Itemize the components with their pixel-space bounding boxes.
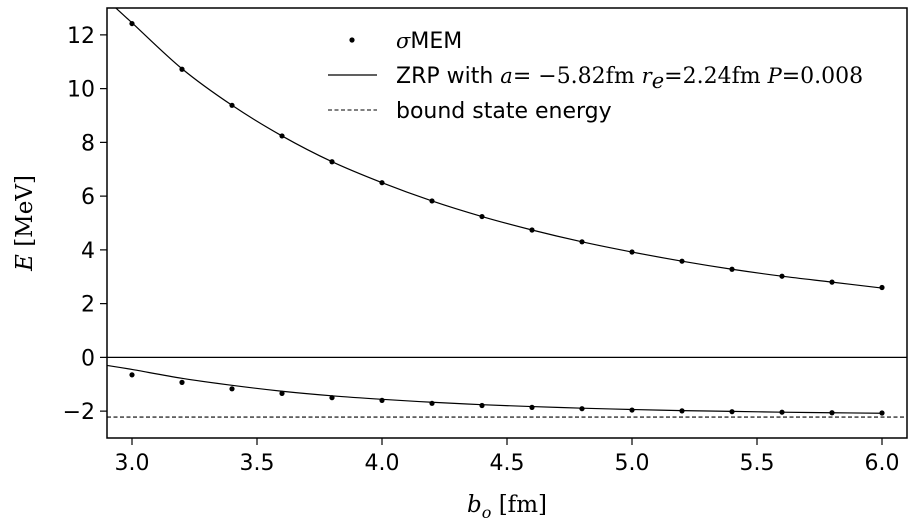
y-tick-label: 6 [81,185,95,210]
data-point-lower [729,409,735,415]
zrp-curve-upper [114,8,883,289]
x-tick-label: 5.5 [740,451,775,476]
zrp-curve-lower [107,364,883,414]
legend-label-points: σMEM [396,29,462,54]
x-tick-label: 3.0 [115,451,150,476]
legend-label-zrp: ZRP with a= −5.82fm re=2.24fm P=0.008 [396,64,863,93]
x-tick-label: 3.5 [240,451,275,476]
data-point-upper [279,133,285,139]
data-point-lower [429,400,435,406]
data-point-lower [179,379,185,385]
data-point-upper [229,102,235,108]
data-point-upper [379,180,385,186]
data-point-upper [529,227,535,233]
data-point-lower [679,408,685,414]
y-tick-label: 10 [67,78,95,103]
x-tick-label: 4.0 [365,451,400,476]
y-tick-label: −2 [63,400,95,425]
data-point-upper [129,20,135,27]
data-point-upper [179,66,185,72]
x-tick-label: 5.0 [615,451,650,476]
y-tick-label: 4 [81,239,95,264]
data-point-lower [479,402,485,409]
data-point-upper [879,284,885,291]
data-point-lower [879,410,885,416]
data-point-lower [629,407,635,413]
data-point-lower [379,397,385,403]
data-point-upper [729,266,735,272]
plot-area [107,8,907,418]
data-point-lower [329,395,335,401]
data-point-upper [579,239,585,245]
data-point-lower [229,386,235,392]
y-tick-label: 8 [81,131,95,156]
data-point-lower [129,372,135,378]
y-tick-label: 12 [67,24,95,49]
legend-marker-points [349,37,355,43]
legend: σMEM ZRP with a= −5.82fm re=2.24fm P=0.0… [328,29,863,124]
axes: 3.0 3.5 4.0 4.5 5.0 5.5 6.0 −2 0 2 4 6 8 10 12 [63,7,908,476]
y-tick-label: 0 [81,346,95,371]
data-point-upper [829,279,835,285]
legend-label-bound-state: bound state energy [396,99,612,124]
data-point-lower [279,390,285,396]
data-point-lower [779,409,785,415]
data-point-lower [829,410,835,416]
data-point-upper [479,213,485,220]
data-point-upper [429,198,435,204]
data-point-upper [629,249,635,255]
y-tick-label: 2 [81,293,95,318]
data-point-lower [529,404,535,410]
y-axis-label: E [MeV] [12,175,38,272]
data-point-upper [329,159,335,165]
x-tick-label: 6.0 [865,451,900,476]
x-tick-label: 4.5 [490,451,525,476]
data-point-upper [679,258,685,264]
x-axis-label: bo [fm] [467,492,547,520]
data-point-upper [779,273,785,279]
data-point-lower [579,406,585,412]
